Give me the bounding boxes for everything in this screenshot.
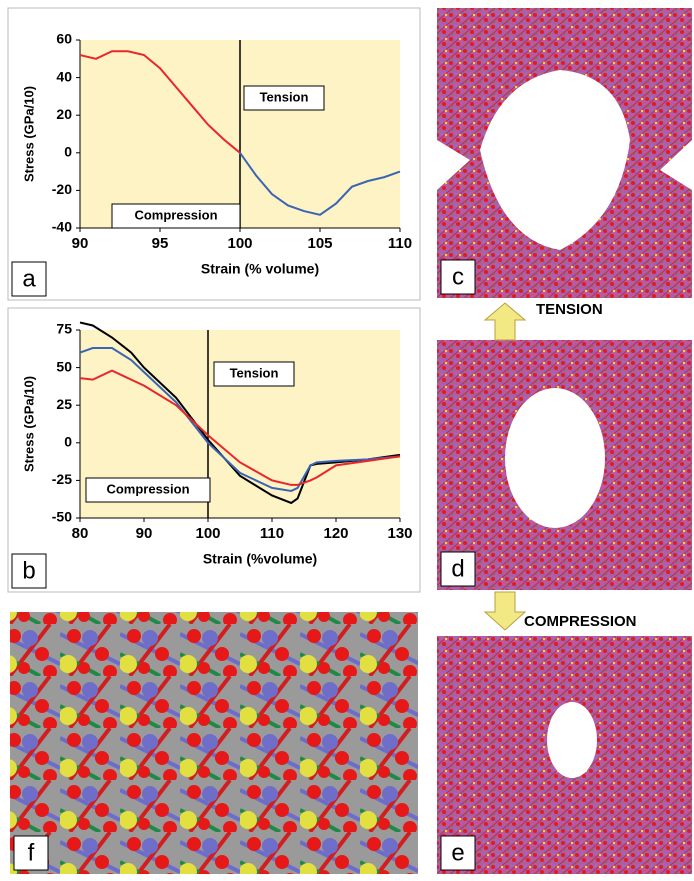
series-line (239, 152, 401, 216)
x-tick-label: 110 (388, 235, 412, 252)
annotation-box (85, 477, 211, 503)
label-box (440, 551, 476, 587)
annotation: Compression (134, 207, 217, 222)
y-tick-label: 40 (56, 68, 72, 84)
x-tick-label: 90 (72, 235, 89, 252)
y-tick-label: 20 (56, 106, 72, 122)
void (437, 70, 692, 250)
x-axis-label: Strain (% volume) (201, 261, 319, 277)
void (547, 702, 597, 778)
x-tick-label: 80 (72, 525, 89, 542)
series-line (79, 369, 401, 486)
annotation-box (243, 85, 325, 111)
annotation-box (111, 203, 241, 229)
label-box (11, 261, 47, 297)
panel-label: b (22, 557, 35, 584)
y-tick-label: 50 (56, 358, 72, 374)
y-tick-label: 25 (56, 396, 72, 412)
arrow-label: COMPRESSION (524, 613, 637, 630)
y-tick-label: 0 (64, 144, 72, 160)
series-line (79, 50, 241, 154)
label-box (13, 835, 49, 871)
y-tick-label: -25 (52, 471, 72, 487)
annotation: Compression (106, 481, 189, 496)
annotation: Tension (260, 89, 309, 104)
annotation-box (213, 361, 295, 387)
y-tick-label: -40 (52, 219, 72, 235)
y-tick-label: 75 (56, 321, 72, 337)
x-tick-label: 90 (136, 525, 153, 542)
x-tick-label: 130 (387, 525, 412, 542)
label-box (440, 259, 476, 295)
image-f (10, 612, 418, 874)
y-tick-label: 0 (64, 434, 72, 450)
y-axis-label: Stress (GPa/10) (21, 376, 36, 472)
y-axis-label: Stress (GPa/10) (21, 86, 36, 182)
x-axis-label: Strain (%volume) (203, 551, 317, 567)
x-tick-label: 100 (195, 525, 220, 542)
panel-label: e (451, 839, 464, 866)
panel-label: c (452, 263, 464, 290)
panel-label: a (22, 265, 36, 292)
label-box (440, 835, 476, 871)
label-box (11, 553, 47, 589)
panel-label: f (28, 839, 35, 866)
y-tick-label: -20 (52, 181, 72, 197)
y-tick-label: 60 (56, 31, 72, 47)
arrow-up (483, 302, 527, 341)
x-tick-label: 120 (323, 525, 348, 542)
void (505, 388, 605, 528)
panel-label: d (451, 555, 464, 582)
arrow-down (483, 591, 527, 631)
series-line (79, 321, 401, 505)
x-tick-label: 110 (260, 525, 284, 542)
annotation: Tension (230, 365, 279, 380)
y-tick-label: -50 (52, 509, 72, 525)
x-tick-label: 95 (152, 235, 169, 252)
x-tick-label: 105 (307, 235, 332, 252)
x-tick-label: 100 (227, 235, 252, 252)
series-line (79, 347, 401, 492)
arrow-label: TENSION (536, 301, 603, 318)
